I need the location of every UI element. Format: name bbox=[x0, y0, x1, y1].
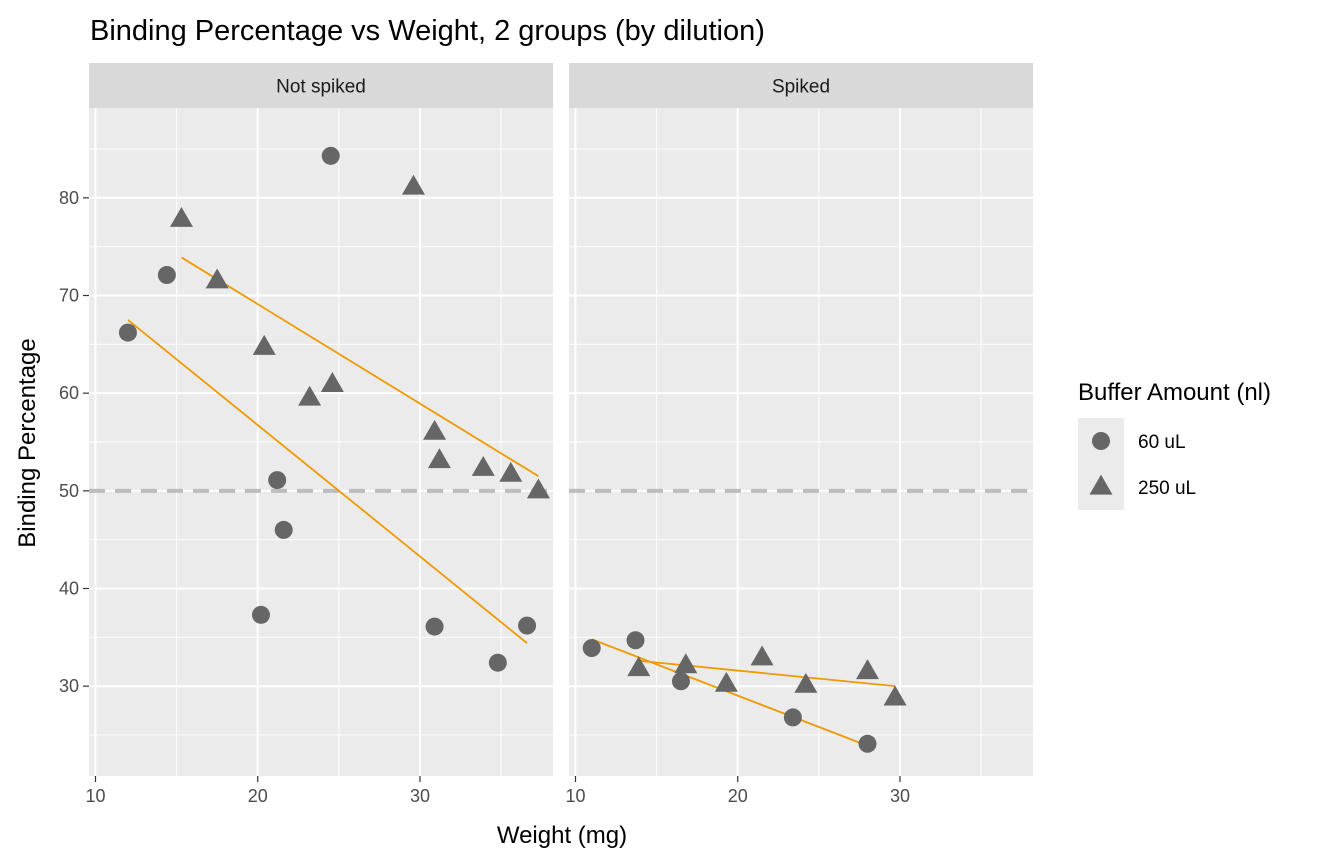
x-tick-label: 20 bbox=[728, 786, 748, 806]
data-point-triangle bbox=[883, 685, 907, 706]
data-point-circle bbox=[321, 146, 340, 165]
legend-title: Buffer Amount (nl) bbox=[1078, 379, 1271, 406]
y-tick-label: 60 bbox=[59, 383, 79, 403]
x-tick-label: 10 bbox=[85, 786, 105, 806]
y-axis-title: Binding Percentage bbox=[14, 338, 41, 547]
data-point-circle bbox=[626, 631, 645, 650]
data-point-circle bbox=[157, 266, 176, 284]
data-point-triangle bbox=[471, 456, 495, 476]
fit-line-circle bbox=[127, 319, 528, 644]
data-point-circle bbox=[518, 616, 537, 635]
data-point-circle bbox=[268, 471, 287, 490]
legend-key-circle bbox=[1092, 432, 1110, 450]
data-point-triangle bbox=[714, 671, 738, 692]
x-axis-title: Weight (mg) bbox=[497, 822, 627, 849]
data-point-circle bbox=[783, 708, 802, 727]
legend-label: 60 uL bbox=[1138, 432, 1186, 453]
legend-key-triangle bbox=[1089, 474, 1113, 495]
data-point-triangle bbox=[526, 478, 550, 499]
legend: Buffer Amount (nl) 60 uL 250 uL bbox=[1078, 379, 1271, 510]
panels-layer: Not spiked 10 20 30 Spiked 10 20 30 bbox=[85, 63, 1033, 806]
data-point-triangle bbox=[499, 461, 523, 482]
y-tick-label: 80 bbox=[59, 188, 79, 208]
data-point-triangle bbox=[205, 268, 229, 289]
data-point-circle bbox=[582, 639, 601, 658]
data-point-triangle bbox=[794, 672, 818, 693]
y-tick-label: 50 bbox=[59, 481, 79, 501]
data-point-circle bbox=[251, 605, 270, 624]
data-point-circle bbox=[274, 520, 293, 539]
data-point-triangle bbox=[856, 659, 880, 680]
data-point-circle bbox=[858, 734, 877, 753]
facet-strip-label: Spiked bbox=[772, 77, 830, 98]
data-point-circle bbox=[671, 672, 690, 691]
data-point-triangle bbox=[401, 174, 425, 195]
data-point-triangle bbox=[627, 656, 651, 677]
facet-strip-label: Not spiked bbox=[276, 77, 366, 98]
x-tick-label: 10 bbox=[565, 786, 585, 806]
data-point-circle bbox=[118, 323, 137, 342]
x-tick-label: 30 bbox=[410, 786, 430, 806]
panel-not-spiked: Not spiked 10 20 30 bbox=[85, 63, 553, 806]
data-point-triangle bbox=[252, 334, 276, 355]
facet-strip bbox=[569, 63, 1033, 108]
y-tick-label: 70 bbox=[59, 286, 79, 306]
data-point-triangle bbox=[750, 645, 774, 666]
data-point-circle bbox=[425, 617, 444, 636]
legend-entries: 60 uL 250 uL bbox=[1089, 432, 1196, 499]
fit-line-circle bbox=[591, 638, 868, 747]
y-axis: 30 40 50 60 70 80 bbox=[59, 188, 89, 696]
fit-line-triangle bbox=[181, 256, 539, 477]
y-tick-label: 30 bbox=[59, 676, 79, 696]
data-point-triangle bbox=[674, 653, 698, 674]
legend-label: 250 uL bbox=[1138, 478, 1196, 499]
data-point-triangle bbox=[427, 448, 451, 469]
y-tick-label: 40 bbox=[59, 578, 79, 598]
facet-strip bbox=[89, 63, 553, 108]
panel-spiked: Spiked 10 20 30 bbox=[565, 63, 1033, 806]
chart-title: Binding Percentage vs Weight, 2 groups (… bbox=[90, 15, 765, 47]
data-point-triangle bbox=[320, 372, 344, 392]
data-point-triangle bbox=[423, 419, 447, 440]
data-point-circle bbox=[488, 653, 507, 672]
legend-key-background bbox=[1078, 418, 1124, 510]
x-tick-label: 30 bbox=[890, 786, 910, 806]
data-point-triangle bbox=[169, 206, 193, 227]
x-tick-label: 20 bbox=[248, 786, 268, 806]
data-point-triangle bbox=[298, 385, 322, 406]
